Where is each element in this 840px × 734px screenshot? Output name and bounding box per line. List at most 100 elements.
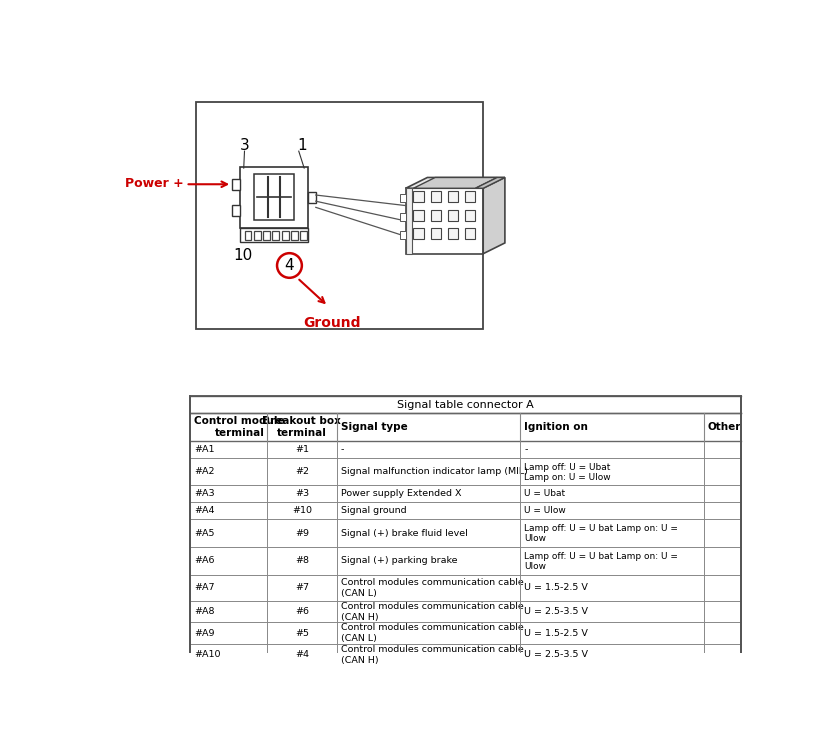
Text: Signal (+) brake fluid level: Signal (+) brake fluid level [341,528,468,537]
Text: Control modules communication cable
(CAN H): Control modules communication cable (CAN… [341,602,523,622]
Text: Other: Other [707,422,741,432]
Bar [448,192,459,202]
Bar [190,396,741,666]
Bar [413,228,424,239]
Text: Breakout box
terminal: Breakout box terminal [262,416,341,437]
Bar [190,485,741,502]
Bar [190,458,741,485]
Text: Lamp off: U = Ubat: Lamp off: U = Ubat [524,463,611,472]
Text: U = Ubat: U = Ubat [524,490,565,498]
Bar [431,192,441,202]
Text: #A4: #A4 [194,506,215,515]
Bar [400,231,406,239]
Text: #4: #4 [295,650,309,659]
Bar [465,210,475,221]
Bar [190,396,741,413]
Bar [400,195,406,202]
Text: Lamp off: U = U bat Lamp on: U =: Lamp off: U = U bat Lamp on: U = [524,552,678,562]
Text: Ground: Ground [303,316,361,330]
Bar [413,192,424,202]
Text: U = 2.5-3.5 V: U = 2.5-3.5 V [524,607,588,616]
Bar [400,213,406,221]
Bar [190,644,741,666]
Text: 4: 4 [285,258,294,273]
Text: Lamp on: U = Ulow: Lamp on: U = Ulow [524,473,611,482]
Polygon shape [406,178,505,188]
Bar [431,228,441,239]
Bar [232,205,240,216]
Text: Power +: Power + [125,177,184,190]
Bar [190,440,741,458]
Polygon shape [413,178,497,188]
Bar [431,210,441,221]
Text: #6: #6 [295,607,309,616]
Text: U = Ulow: U = Ulow [524,506,566,515]
Bar [190,622,741,644]
Text: U = 2.5-3.5 V: U = 2.5-3.5 V [524,650,588,659]
Text: Signal (+) parking brake: Signal (+) parking brake [341,556,457,565]
Bar [254,174,294,220]
Text: #A2: #A2 [194,467,215,476]
Bar [190,601,741,622]
Text: #A9: #A9 [194,629,215,638]
Text: #8: #8 [295,556,309,565]
Text: #2: #2 [295,467,309,476]
Text: #A8: #A8 [194,607,215,616]
Text: 3: 3 [240,137,249,153]
Bar [281,231,289,241]
Text: Signal malfunction indicator lamp (MIL): Signal malfunction indicator lamp (MIL) [341,467,528,476]
Text: Signal ground: Signal ground [341,506,407,515]
Bar [190,575,741,601]
Text: Signal table connector A: Signal table connector A [397,399,533,410]
Polygon shape [483,178,505,254]
Bar [190,502,741,519]
Bar [272,231,280,241]
Text: #A6: #A6 [194,556,215,565]
Text: Control modules communication cable
(CAN H): Control modules communication cable (CAN… [341,644,523,665]
Text: #3: #3 [295,490,309,498]
Bar [406,188,412,254]
Bar [232,179,240,189]
Text: #A1: #A1 [194,445,215,454]
Text: #A5: #A5 [194,528,215,537]
Bar [190,413,741,440]
Bar [413,210,424,221]
Bar [308,192,316,203]
Text: 1: 1 [297,137,307,153]
Bar [291,231,298,241]
Bar [190,547,741,575]
Bar [465,228,475,239]
Text: Control modules communication cable
(CAN L): Control modules communication cable (CAN… [341,623,523,643]
Text: #1: #1 [295,445,309,454]
Bar [465,192,475,202]
Text: Control modules communication cable
(CAN L): Control modules communication cable (CAN… [341,578,523,598]
Bar [197,102,483,329]
Bar [240,167,308,228]
Text: Ulow: Ulow [524,562,546,571]
Text: #5: #5 [295,629,309,638]
Text: #A10: #A10 [194,650,221,659]
Text: Signal type: Signal type [341,422,407,432]
Text: U = 1.5-2.5 V: U = 1.5-2.5 V [524,584,588,592]
Bar [448,228,459,239]
Text: Ulow: Ulow [524,534,546,543]
Text: 10: 10 [234,249,253,264]
Text: Power supply Extended X: Power supply Extended X [341,490,461,498]
Circle shape [277,253,302,277]
Text: -: - [524,445,528,454]
Text: Lamp off: U = U bat Lamp on: U =: Lamp off: U = U bat Lamp on: U = [524,525,678,534]
Bar [240,228,308,242]
Bar [263,231,270,241]
Text: U = 1.5-2.5 V: U = 1.5-2.5 V [524,629,588,638]
Text: #10: #10 [291,506,312,515]
Text: -: - [341,445,344,454]
Text: Control module
terminal: Control module terminal [194,416,285,437]
Text: Ignition on: Ignition on [524,422,588,432]
Bar [406,188,483,254]
Bar [190,519,741,547]
Text: #7: #7 [295,584,309,592]
Bar [448,210,459,221]
Text: #9: #9 [295,528,309,537]
Text: #A3: #A3 [194,490,215,498]
Text: #A7: #A7 [194,584,215,592]
